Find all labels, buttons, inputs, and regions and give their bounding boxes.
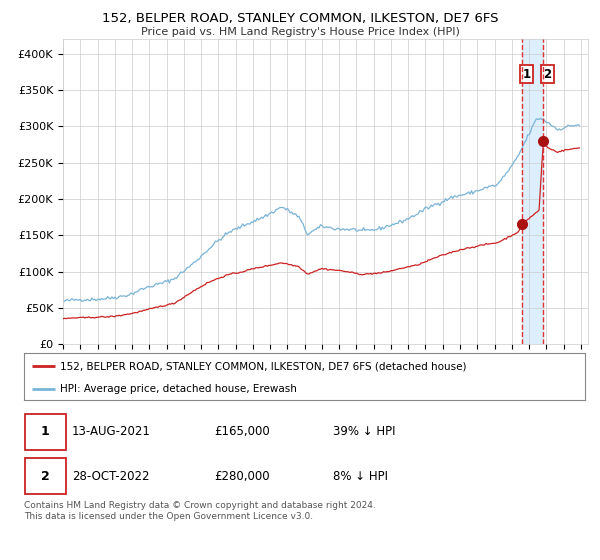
Text: £280,000: £280,000 bbox=[215, 470, 271, 483]
Text: Contains HM Land Registry data © Crown copyright and database right 2024.
This d: Contains HM Land Registry data © Crown c… bbox=[24, 501, 376, 521]
Text: 39% ↓ HPI: 39% ↓ HPI bbox=[332, 426, 395, 438]
Text: £165,000: £165,000 bbox=[215, 426, 271, 438]
FancyBboxPatch shape bbox=[25, 414, 65, 450]
Text: HPI: Average price, detached house, Erewash: HPI: Average price, detached house, Erew… bbox=[61, 384, 298, 394]
Text: 28-OCT-2022: 28-OCT-2022 bbox=[71, 470, 149, 483]
Text: 152, BELPER ROAD, STANLEY COMMON, ILKESTON, DE7 6FS (detached house): 152, BELPER ROAD, STANLEY COMMON, ILKEST… bbox=[61, 361, 467, 371]
Text: 1: 1 bbox=[41, 426, 50, 438]
Text: 1: 1 bbox=[523, 68, 530, 81]
Bar bbox=[523, 39, 543, 344]
Text: 13-AUG-2021: 13-AUG-2021 bbox=[71, 426, 151, 438]
Text: 8% ↓ HPI: 8% ↓ HPI bbox=[332, 470, 388, 483]
Text: Price paid vs. HM Land Registry's House Price Index (HPI): Price paid vs. HM Land Registry's House … bbox=[140, 27, 460, 37]
Text: 152, BELPER ROAD, STANLEY COMMON, ILKESTON, DE7 6FS: 152, BELPER ROAD, STANLEY COMMON, ILKEST… bbox=[102, 12, 498, 25]
FancyBboxPatch shape bbox=[25, 459, 65, 494]
Text: 2: 2 bbox=[544, 68, 551, 81]
Text: 2: 2 bbox=[41, 470, 50, 483]
